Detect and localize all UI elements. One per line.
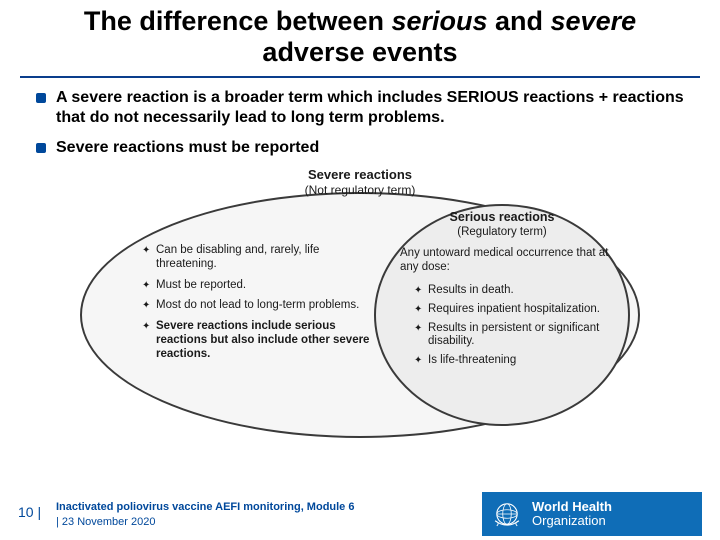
inner-ellipse-title: Serious reactions (Regulatory term): [374, 210, 630, 240]
footer-text: Inactivated poliovirus vaccine AEFI moni…: [56, 500, 354, 530]
inner-item-text: Requires inpatient hospitalization.: [428, 303, 610, 317]
star-icon: ✦: [142, 321, 152, 333]
inner-item: ✦ Results in death.: [414, 284, 610, 298]
outer-item: ✦ Can be disabling and, rarely, life thre…: [142, 244, 372, 272]
inner-item-text: Results in persistent or significant dis…: [428, 322, 610, 350]
outer-item-text: Must be reported.: [156, 279, 372, 293]
title-divider: [20, 76, 700, 78]
footer-line2: 23 November 2020: [62, 516, 156, 528]
outer-item: ✦ Most do not lead to long-term problems.: [142, 299, 372, 313]
star-icon: ✦: [414, 323, 424, 335]
star-icon: ✦: [414, 355, 424, 367]
title-pre: The difference between: [84, 6, 392, 36]
who-logo-block: World Health Organization: [482, 492, 702, 536]
bullet-text: Severe reactions must be reported: [56, 138, 319, 158]
who-line2: Organization: [532, 513, 606, 528]
outer-item: ✦ Severe reactions include serious reacti…: [142, 320, 372, 361]
star-icon: ✦: [142, 245, 152, 257]
outer-ellipse-title: Severe reactions (Not regulatory term): [80, 168, 640, 198]
star-icon: ✦: [142, 300, 152, 312]
inner-lead-text: Any untoward medical occurrence that at …: [400, 246, 610, 275]
inner-items: ✦ Results in death. ✦ Requires inpatient h…: [414, 284, 610, 373]
who-emblem-icon: [490, 497, 524, 531]
bullet-item: Severe reactions must be reported: [36, 138, 696, 158]
venn-diagram: Severe reactions (Not regulatory term) S…: [80, 168, 640, 448]
outer-items: ✦ Can be disabling and, rarely, life thre…: [142, 244, 372, 369]
slide-title: The difference between serious and sever…: [0, 0, 720, 72]
outer-item-text: Most do not lead to long-term problems.: [156, 299, 372, 313]
inner-item-text: Results in death.: [428, 284, 610, 298]
star-icon: ✦: [414, 304, 424, 316]
inner-item: ✦ Requires inpatient hospitalization.: [414, 303, 610, 317]
star-icon: ✦: [142, 280, 152, 292]
who-text: World Health Organization: [532, 500, 612, 527]
inner-sub-text: (Regulatory term): [457, 226, 546, 238]
title-em2: severe: [551, 6, 637, 36]
outer-item-text: Severe reactions include serious reactio…: [156, 320, 372, 361]
title-em1: serious: [391, 6, 487, 36]
title-mid: and: [488, 6, 551, 36]
footer-pipe: |: [56, 516, 59, 528]
bullet-marker-icon: [36, 143, 46, 153]
outer-item-text: Can be disabling and, rarely, life threa…: [156, 244, 372, 272]
star-icon: ✦: [414, 285, 424, 297]
bullet-list: A severe reaction is a broader term whic…: [0, 84, 720, 158]
inner-title-text: Serious reactions: [450, 210, 555, 224]
inner-item: ✦ Results in persistent or significant di…: [414, 322, 610, 350]
bullet-marker-icon: [36, 93, 46, 103]
page-number-value: 10: [18, 504, 34, 520]
slide-footer: 10 | Inactivated poliovirus vaccine AEFI…: [0, 490, 720, 540]
outer-sub-text: (Not regulatory term): [305, 183, 416, 197]
inner-item: ✦ Is life-threatening: [414, 354, 610, 368]
bullet-text: A severe reaction is a broader term whic…: [56, 88, 696, 128]
outer-title-text: Severe reactions: [308, 167, 412, 182]
footer-line1: Inactivated poliovirus vaccine AEFI moni…: [56, 501, 354, 513]
inner-item-text: Is life-threatening: [428, 354, 610, 368]
page-number: 10 |: [18, 504, 41, 520]
page-number-bar: |: [37, 504, 41, 520]
title-post: adverse events: [262, 37, 457, 67]
outer-item: ✦ Must be reported.: [142, 279, 372, 293]
bullet-item: A severe reaction is a broader term whic…: [36, 88, 696, 128]
